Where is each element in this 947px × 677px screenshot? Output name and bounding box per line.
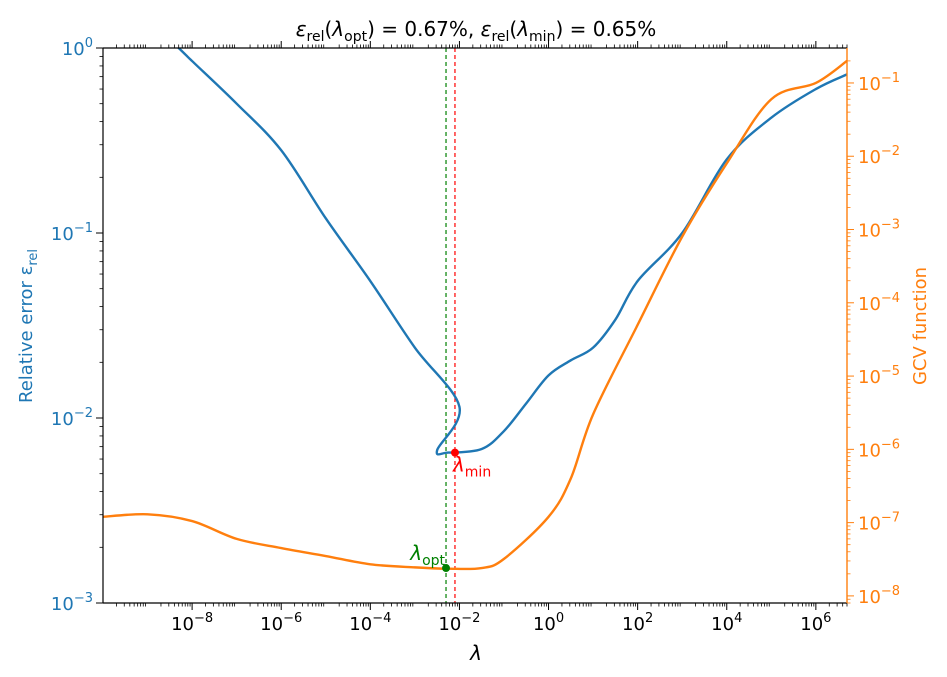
y-right-tick-label: 10−4 [858, 291, 900, 315]
y-axis-right-label: GCV function [910, 267, 931, 385]
plot-area: 10−8 10−6 10−4 10−2 100 102 104 106 10−3 10−2 10−1… [51, 36, 900, 635]
x-tick-label: 10−4 [349, 611, 391, 635]
y-right-tick-label: 10−8 [858, 584, 900, 608]
y-left-tick-label: 100 [62, 36, 93, 60]
y-right-tick-label: 10−3 [858, 218, 900, 242]
lambda-min-marker [450, 448, 459, 457]
y-axis-left-label: Relative error εrel [16, 249, 41, 403]
x-tick-label: 10−2 [438, 611, 480, 635]
x-tick-label: 100 [533, 611, 564, 635]
y-right-tick-label: 10−5 [858, 364, 900, 388]
relative-error-curve [176, 48, 847, 456]
x-tick-label: 106 [800, 611, 831, 635]
x-tick-label: 10−6 [260, 611, 302, 635]
x-tick-label: 104 [711, 611, 742, 635]
y-right-tick-label: 10−2 [858, 144, 900, 168]
y-right-tick-label: 10−7 [858, 511, 900, 535]
gcv-curve [103, 59, 847, 571]
y-left-tick-label: 10−1 [51, 221, 93, 245]
x-axis-label: λ [469, 641, 482, 665]
chart-title: εrel(λopt) = 0.67%, εrel(λmin) = 0.65% [296, 17, 657, 45]
y-left-tick-label: 10−2 [51, 406, 93, 430]
x-tick-label: 10−8 [171, 611, 213, 635]
y-left-tick-label: 10−3 [51, 591, 93, 615]
y-right-tick-label: 10−6 [858, 437, 900, 461]
lambda-min-label: λmin [452, 453, 491, 481]
lambda-opt-marker [442, 564, 451, 573]
x-tick-label: 102 [622, 611, 653, 635]
lambda-opt-label: λopt [409, 541, 445, 569]
y-right-tick-label: 10−1 [858, 71, 900, 95]
